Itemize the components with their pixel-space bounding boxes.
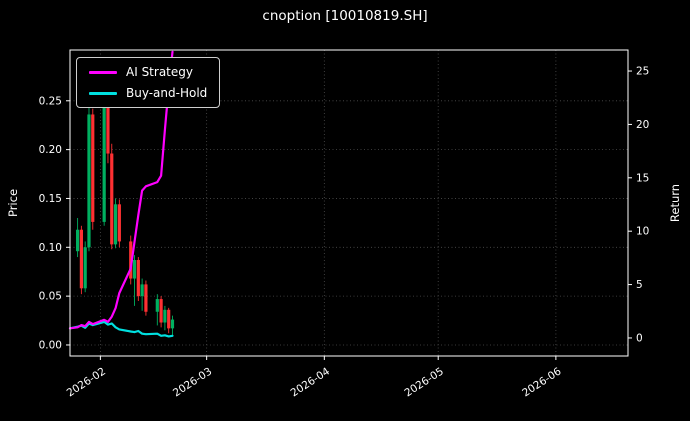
price-tick-labels: 0.00 0.05 0.10 0.15 0.20 0.25 (39, 95, 62, 351)
tick-label: 2026-06 (520, 365, 564, 399)
tick-label: 2026-03 (171, 365, 214, 399)
tick-label: 0.25 (39, 95, 62, 107)
candle-body (144, 284, 148, 312)
tick-label: 10 (636, 226, 649, 238)
chart-title: cnoption [10010819.SH] (262, 8, 428, 24)
candle-body (170, 319, 175, 329)
candle-body (129, 241, 133, 279)
tick-label: 2026-04 (289, 365, 333, 399)
legend-item-ai-strategy: AI Strategy (89, 65, 207, 79)
candlesticks (75, 92, 175, 336)
tick-label: 0 (636, 332, 643, 344)
tick-label: 2026-02 (65, 365, 108, 399)
legend-item-buy-and-hold: Buy-and-Hold (89, 86, 207, 100)
candle-body (91, 114, 95, 222)
tick-label: 25 (636, 66, 649, 78)
tick-label: 2026-05 (403, 365, 446, 399)
tick-label: 5 (636, 279, 643, 291)
tick-label: 0.15 (39, 193, 62, 205)
candle-body (136, 259, 140, 297)
legend-line-sample-buy-and-hold (89, 91, 117, 95)
candle-body (106, 104, 110, 154)
legend-label-ai-strategy: AI Strategy (126, 65, 193, 79)
tick-marks (66, 70, 632, 360)
candle-body (113, 204, 118, 245)
candle-body (140, 284, 144, 297)
candle-body (159, 299, 163, 323)
x-tick-labels: 2026-02 2026-03 2026-04 2026-05 2026-06 (65, 365, 564, 399)
plot-border (69, 49, 629, 357)
candle-body (83, 247, 87, 289)
candle-body (87, 114, 91, 248)
tick-label: 0.05 (39, 291, 62, 303)
return-tick-labels: 0 5 10 15 20 25 (636, 66, 649, 345)
legend-label-buy-and-hold: Buy-and-Hold (126, 86, 208, 100)
candle-body (102, 104, 106, 222)
candle-body (163, 309, 167, 323)
candle-body (117, 204, 121, 242)
candle-body (132, 259, 137, 279)
candle-body (75, 229, 80, 252)
legend: AI Strategy Buy-and-Hold (76, 57, 221, 108)
tick-label: 0.20 (39, 144, 62, 156)
y-axis-label-price: Price (6, 188, 20, 218)
series-line-ai-strategy (68, 50, 174, 330)
tick-label: 15 (636, 172, 649, 184)
candle-body (155, 299, 159, 312)
legend-line-sample-ai-strategy (89, 70, 117, 74)
tick-label: 0.10 (39, 242, 62, 254)
tick-label: 0.00 (39, 339, 62, 351)
candle-body (167, 309, 171, 329)
y-axis-label-return: Return (668, 183, 682, 223)
candle-body (110, 153, 114, 245)
candle-body (79, 229, 83, 289)
tick-label: 20 (636, 119, 649, 131)
